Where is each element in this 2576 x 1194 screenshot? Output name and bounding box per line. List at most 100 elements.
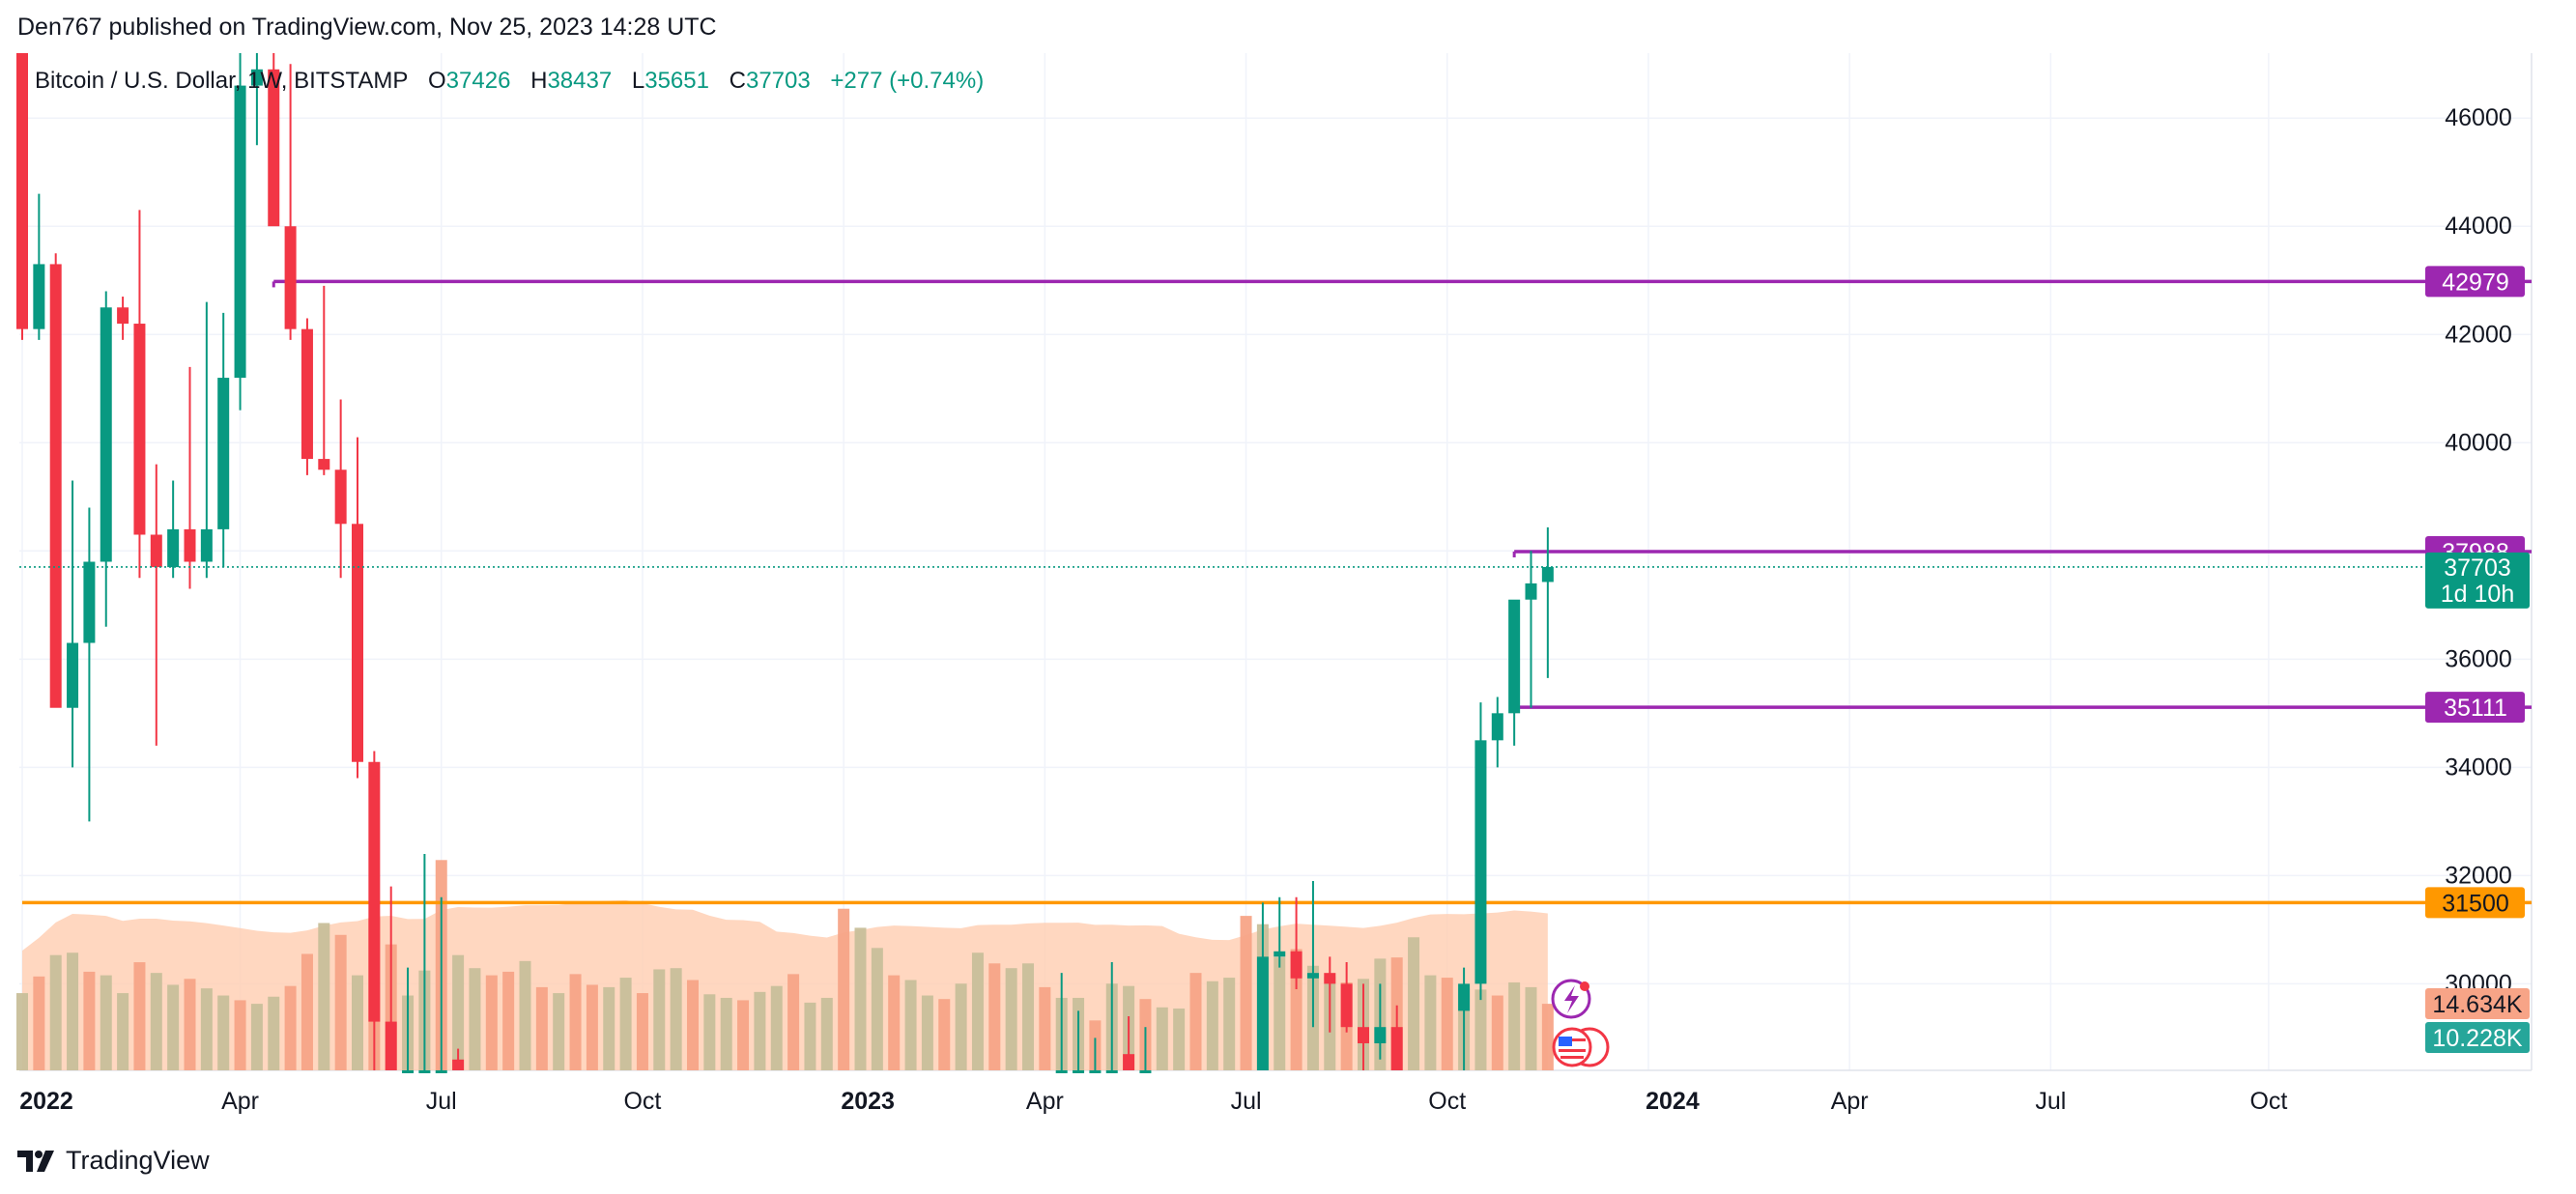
- candle-h2-20-body: [1541, 566, 1554, 583]
- candle-0-body: [16, 53, 28, 329]
- volume-bar-20: [352, 975, 363, 1070]
- us-flag-stripe-2: [1559, 1049, 1586, 1052]
- low-label: L: [631, 68, 645, 94]
- level-badge-3-bg: [2425, 887, 2525, 919]
- candles: [16, 53, 1554, 1073]
- level-badge-2-text: 35111: [2444, 695, 2507, 722]
- candle-9-body: [167, 528, 180, 568]
- volume-bar-42: [720, 997, 732, 1070]
- volume-bar-32: [553, 993, 565, 1070]
- x-tick-7: Oct: [1428, 1088, 1466, 1115]
- candle-h2-6-body: [1256, 956, 1269, 1070]
- level-badge-0-bg: [2425, 266, 2525, 298]
- volume-bar-14: [250, 1004, 263, 1070]
- us-flag-stripe-1: [1572, 1038, 1586, 1041]
- x-tick-2: Jul: [426, 1088, 457, 1115]
- candle-25-body: [435, 1070, 447, 1073]
- candle-h2-12-body: [1358, 1027, 1369, 1043]
- volume-bar-71: [1206, 981, 1218, 1070]
- volume-bar-73: [1240, 916, 1252, 1070]
- volume-badge-0-text: 14.634K: [2432, 991, 2522, 1018]
- volume-bar-7: [133, 962, 146, 1070]
- candle-14-body: [250, 69, 263, 86]
- candle-13-body: [234, 85, 246, 379]
- x-axis: 2022 Apr Jul Oct 2023 Apr Jul Oct 2024 Apr Jul Oct: [19, 1088, 2287, 1115]
- volume-badge-1-text: 10.228K: [2432, 1025, 2522, 1052]
- last-price-badge-bg: [2425, 552, 2530, 609]
- volume-bar-13: [234, 1000, 246, 1070]
- volume-bar-31: [535, 986, 548, 1070]
- candle-h2-9-body: [1306, 973, 1319, 979]
- us-flag-canton: [1559, 1037, 1572, 1046]
- volume-bar-34: [586, 984, 598, 1070]
- volume-bar-40: [687, 980, 699, 1070]
- candle-h2-5-body: [1139, 1070, 1152, 1073]
- us-flag-event-icon: [1552, 1027, 1592, 1067]
- volume-bar-76: [1290, 949, 1302, 1070]
- volume-bar-16: [284, 985, 297, 1070]
- candle-20-body: [352, 524, 363, 762]
- volume-bar-43: [737, 1000, 750, 1070]
- volume-bar-51: [871, 948, 883, 1070]
- volume-bar-1: [33, 976, 45, 1070]
- y-tick-2: 34000: [2445, 753, 2512, 781]
- volume-bar-69: [1173, 1009, 1186, 1070]
- tradingview-brand[interactable]: TradingView: [17, 1146, 210, 1176]
- volume-bar-29: [502, 971, 515, 1070]
- y-tick-1: 32000: [2445, 862, 2512, 889]
- volume-bar-6: [117, 993, 129, 1070]
- x-tick-11: Oct: [2249, 1088, 2287, 1115]
- publisher-line: Den767 published on TradingView.com, Nov…: [17, 14, 717, 41]
- candle-24-body: [418, 1070, 431, 1073]
- high-label: H: [530, 68, 548, 94]
- change-value: +277 (+0.74%): [830, 68, 985, 94]
- candle-7-body: [133, 324, 146, 535]
- candle-h2-11-body: [1340, 983, 1353, 1028]
- volume-ma-fill: [22, 899, 1548, 1070]
- volume-bar-11: [200, 988, 213, 1070]
- candle-17-body: [301, 328, 313, 460]
- volume-bar-50: [854, 927, 867, 1070]
- volume-bar-33: [569, 974, 582, 1070]
- y-tick-8: 46000: [2445, 104, 2512, 131]
- volume-bar-30: [519, 960, 531, 1070]
- candle-h2-13-body: [1374, 1027, 1387, 1043]
- volume-bar-58: [988, 963, 1001, 1070]
- candle-16-body: [284, 226, 297, 329]
- candle-h2-1-body: [1073, 1070, 1085, 1073]
- close-value: 37703: [745, 68, 811, 94]
- volume-bar-12: [217, 995, 230, 1070]
- x-tick-3: Oct: [623, 1088, 661, 1115]
- candle-21-body: [368, 761, 381, 1022]
- x-tick-5: Apr: [1026, 1088, 1064, 1115]
- close-label: C: [729, 68, 746, 94]
- volume-bar-70: [1189, 973, 1202, 1070]
- x-tick-4: 2023: [841, 1088, 895, 1115]
- volume-bar-61: [1039, 986, 1051, 1070]
- candle-h2-2-body: [1089, 1070, 1102, 1073]
- volume-bar-8: [150, 973, 162, 1070]
- volume-bar-57: [971, 952, 984, 1070]
- volume-bar-15: [268, 996, 280, 1070]
- volume-bar-60: [1022, 963, 1034, 1070]
- volume-bar-49: [838, 908, 850, 1070]
- symbol-name: Bitcoin / U.S. Dollar, 1W, BITSTAMP: [35, 68, 409, 94]
- candle-h2-0-body: [1055, 1070, 1068, 1073]
- high-value: 38437: [547, 68, 613, 94]
- volume-bar-10: [184, 979, 196, 1070]
- volume-bar-72: [1223, 978, 1236, 1070]
- volume-bar-46: [787, 974, 800, 1070]
- volume-bar-19: [334, 934, 347, 1070]
- low-value: 35651: [644, 68, 709, 94]
- volume-bar-75: [1274, 957, 1286, 1070]
- volume-bar-47: [804, 1002, 816, 1070]
- volume-badge-0-bg: [2425, 988, 2530, 1019]
- volume-bar-4: [83, 971, 96, 1070]
- candle-4-body: [83, 561, 96, 643]
- level-badge-2-bg: [2425, 692, 2525, 724]
- level-badge-0-text: 42979: [2442, 269, 2509, 296]
- candle-h2-8-body: [1290, 951, 1302, 979]
- volume-bar-38: [653, 969, 666, 1070]
- volume-bar-84: [1424, 975, 1437, 1070]
